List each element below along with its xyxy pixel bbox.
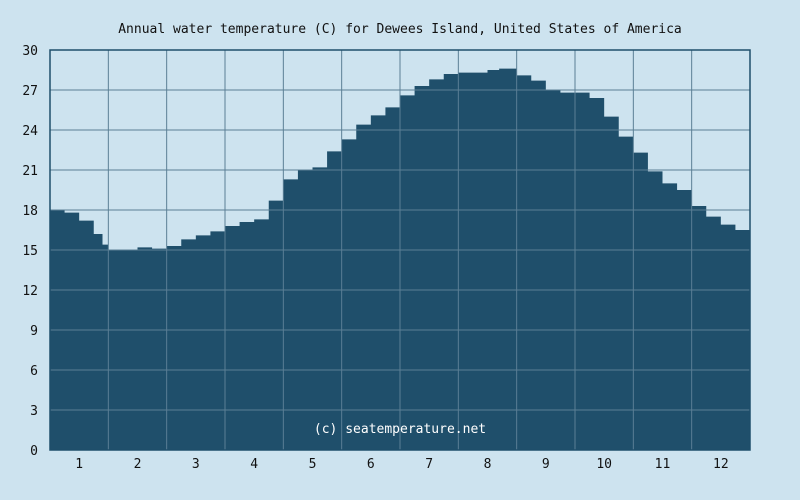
y-tick-label: 0 <box>30 444 38 459</box>
x-tick-label: 6 <box>367 457 375 472</box>
x-tick-label: 5 <box>309 457 317 472</box>
y-tick-label: 24 <box>22 124 38 139</box>
y-tick-label: 9 <box>30 324 38 339</box>
x-tick-label: 2 <box>134 457 142 472</box>
y-tick-label: 30 <box>22 44 38 59</box>
x-tick-label: 7 <box>425 457 433 472</box>
plot-frame <box>49 49 751 451</box>
y-tick-label: 3 <box>30 404 38 419</box>
y-tick-label: 27 <box>22 84 38 99</box>
x-axis-ticks: 1 2 3 4 5 6 7 8 9 10 11 12 <box>75 457 728 472</box>
x-tick-label: 4 <box>250 457 258 472</box>
y-tick-label: 15 <box>22 244 38 259</box>
x-tick-label: 9 <box>542 457 550 472</box>
x-tick-label: 3 <box>192 457 200 472</box>
y-axis-ticks: 0 3 6 9 12 15 18 21 24 27 30 <box>22 44 38 459</box>
y-tick-label: 18 <box>22 204 38 219</box>
x-tick-label: 1 <box>75 457 83 472</box>
x-tick-label: 10 <box>596 457 612 472</box>
watermark: (c) seatemperature.net <box>314 422 486 437</box>
y-tick-label: 21 <box>22 164 38 179</box>
y-tick-label: 12 <box>22 284 38 299</box>
chart-title: Annual water temperature (C) for Dewees … <box>118 22 682 37</box>
x-tick-label: 8 <box>484 457 492 472</box>
x-tick-label: 12 <box>713 457 729 472</box>
y-tick-label: 6 <box>30 364 38 379</box>
x-tick-label: 11 <box>655 457 671 472</box>
